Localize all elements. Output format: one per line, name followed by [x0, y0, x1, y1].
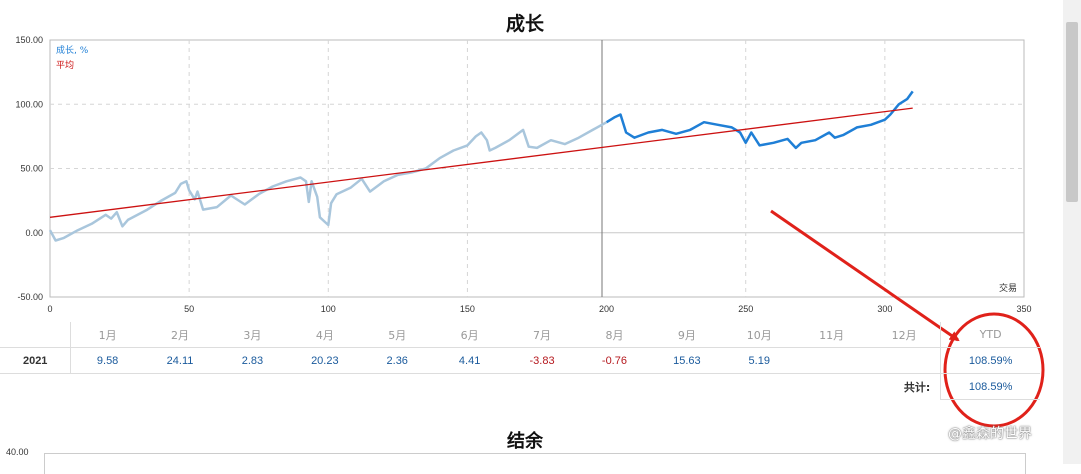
balance-chart-title: 结余	[507, 431, 543, 452]
x-axis: 0 50 100 150 200 250 300 350	[47, 304, 1031, 314]
month-header-1: 1月	[98, 328, 117, 342]
x-tick-label: 300	[877, 304, 892, 314]
y-tick-label: 0.00	[25, 228, 43, 238]
month-value-5: 2.36	[361, 347, 434, 374]
month-value-8: -0.76	[578, 347, 651, 374]
ytd-header: YTD	[940, 322, 1040, 348]
growth-line-history	[48, 121, 608, 242]
x-tick-label: 250	[738, 304, 753, 314]
month-header-9: 9月	[677, 328, 696, 342]
month-value-4: 20.23	[288, 347, 362, 374]
month-header-8: 8月	[605, 328, 624, 342]
month-value-10: 5.19	[723, 347, 796, 374]
month-value-12	[867, 347, 941, 374]
x-tick-label: 350	[1016, 304, 1031, 314]
x-tick-label: 150	[460, 304, 475, 314]
month-header-10: 10月	[746, 328, 772, 342]
month-header-6: 6月	[460, 328, 479, 342]
year-label: 2021	[0, 347, 72, 374]
balance-y-tick: 40.00	[6, 447, 29, 457]
month-header-11: 11月	[819, 328, 845, 342]
month-header-row: 1月 2月 3月 4月 5月 6月 7月 8月 9月 10月 11月 12月 Y…	[0, 322, 1040, 348]
grid-lines	[50, 40, 1024, 297]
x-tick-label: 0	[47, 304, 52, 314]
month-value-2: 24.11	[143, 347, 217, 374]
month-header-12: 12月	[891, 328, 917, 342]
month-value-11	[795, 347, 868, 374]
month-value-3: 2.83	[216, 347, 289, 374]
y-axis: 150.00 100.00 50.00 0.00 -50.00	[15, 35, 43, 302]
growth-chart: 150.00 100.00 50.00 0.00 -50.00 0 50 100 150 200…	[15, 35, 1045, 428]
month-value-9: 15.63	[650, 347, 724, 374]
legend-average: 平均	[56, 59, 74, 71]
annotation-arrow	[770, 209, 960, 342]
month-header-3: 3月	[243, 328, 262, 342]
year-header-empty	[0, 322, 72, 348]
y-tick-label: 50.00	[20, 164, 43, 174]
series-layer	[48, 90, 914, 242]
chart-title: 成长	[505, 13, 544, 35]
total-value: 108.59%	[940, 373, 1040, 400]
watermark-text: @鑫森的世界	[948, 426, 1032, 442]
average-trend-line	[49, 107, 913, 218]
total-label: 共计:	[903, 380, 931, 394]
scrollbar-thumb[interactable]	[1066, 22, 1078, 202]
year-row-2021: 2021 9.58 24.11 2.83 20.23 2.36 4.41 -3.…	[0, 347, 1040, 374]
x-tick-label: 50	[184, 304, 194, 314]
month-header-2: 2月	[171, 328, 190, 342]
ytd-value: 108.59%	[940, 347, 1040, 374]
legend-growth: 成长, %	[56, 44, 89, 56]
month-header-7: 7月	[533, 328, 552, 342]
x-tick-label: 200	[599, 304, 614, 314]
monthly-returns-table: 1月 2月 3月 4月 5月 6月 7月 8月 9月 10月 11月 12月 Y…	[0, 322, 1040, 400]
month-value-6: 4.41	[433, 347, 506, 374]
month-value-1: 9.58	[70, 347, 144, 374]
month-header-4: 4月	[315, 328, 334, 342]
y-tick-label: -50.00	[17, 292, 43, 302]
y-tick-label: 100.00	[15, 99, 43, 109]
month-value-7: -3.83	[505, 347, 579, 374]
growth-line-recent	[605, 90, 914, 150]
y-tick-label: 150.00	[15, 35, 43, 45]
total-row: 共计: 108.59%	[0, 373, 1040, 400]
month-header-5: 5月	[388, 328, 407, 342]
x-unit-label: 交易	[999, 282, 1017, 294]
x-tick-label: 100	[321, 304, 336, 314]
